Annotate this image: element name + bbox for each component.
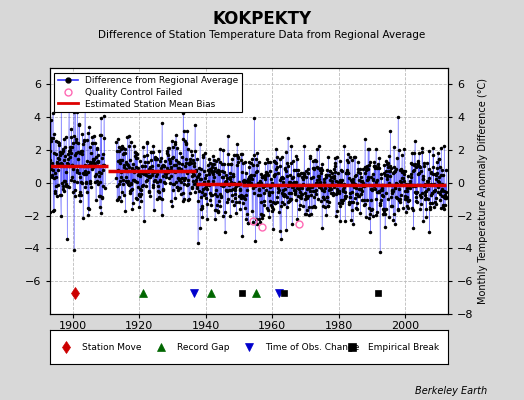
Legend: Difference from Regional Average, Quality Control Failed, Estimated Station Mean: Difference from Regional Average, Qualit… <box>54 72 242 112</box>
Text: Difference of Station Temperature Data from Regional Average: Difference of Station Temperature Data f… <box>99 30 425 40</box>
Text: Record Gap: Record Gap <box>177 342 230 352</box>
Text: KOKPEKTY: KOKPEKTY <box>212 10 312 28</box>
Y-axis label: Monthly Temperature Anomaly Difference (°C): Monthly Temperature Anomaly Difference (… <box>478 78 488 304</box>
Text: Empirical Break: Empirical Break <box>368 342 440 352</box>
Text: Station Move: Station Move <box>82 342 141 352</box>
Text: Berkeley Earth: Berkeley Earth <box>415 386 487 396</box>
Text: Time of Obs. Change: Time of Obs. Change <box>265 342 359 352</box>
